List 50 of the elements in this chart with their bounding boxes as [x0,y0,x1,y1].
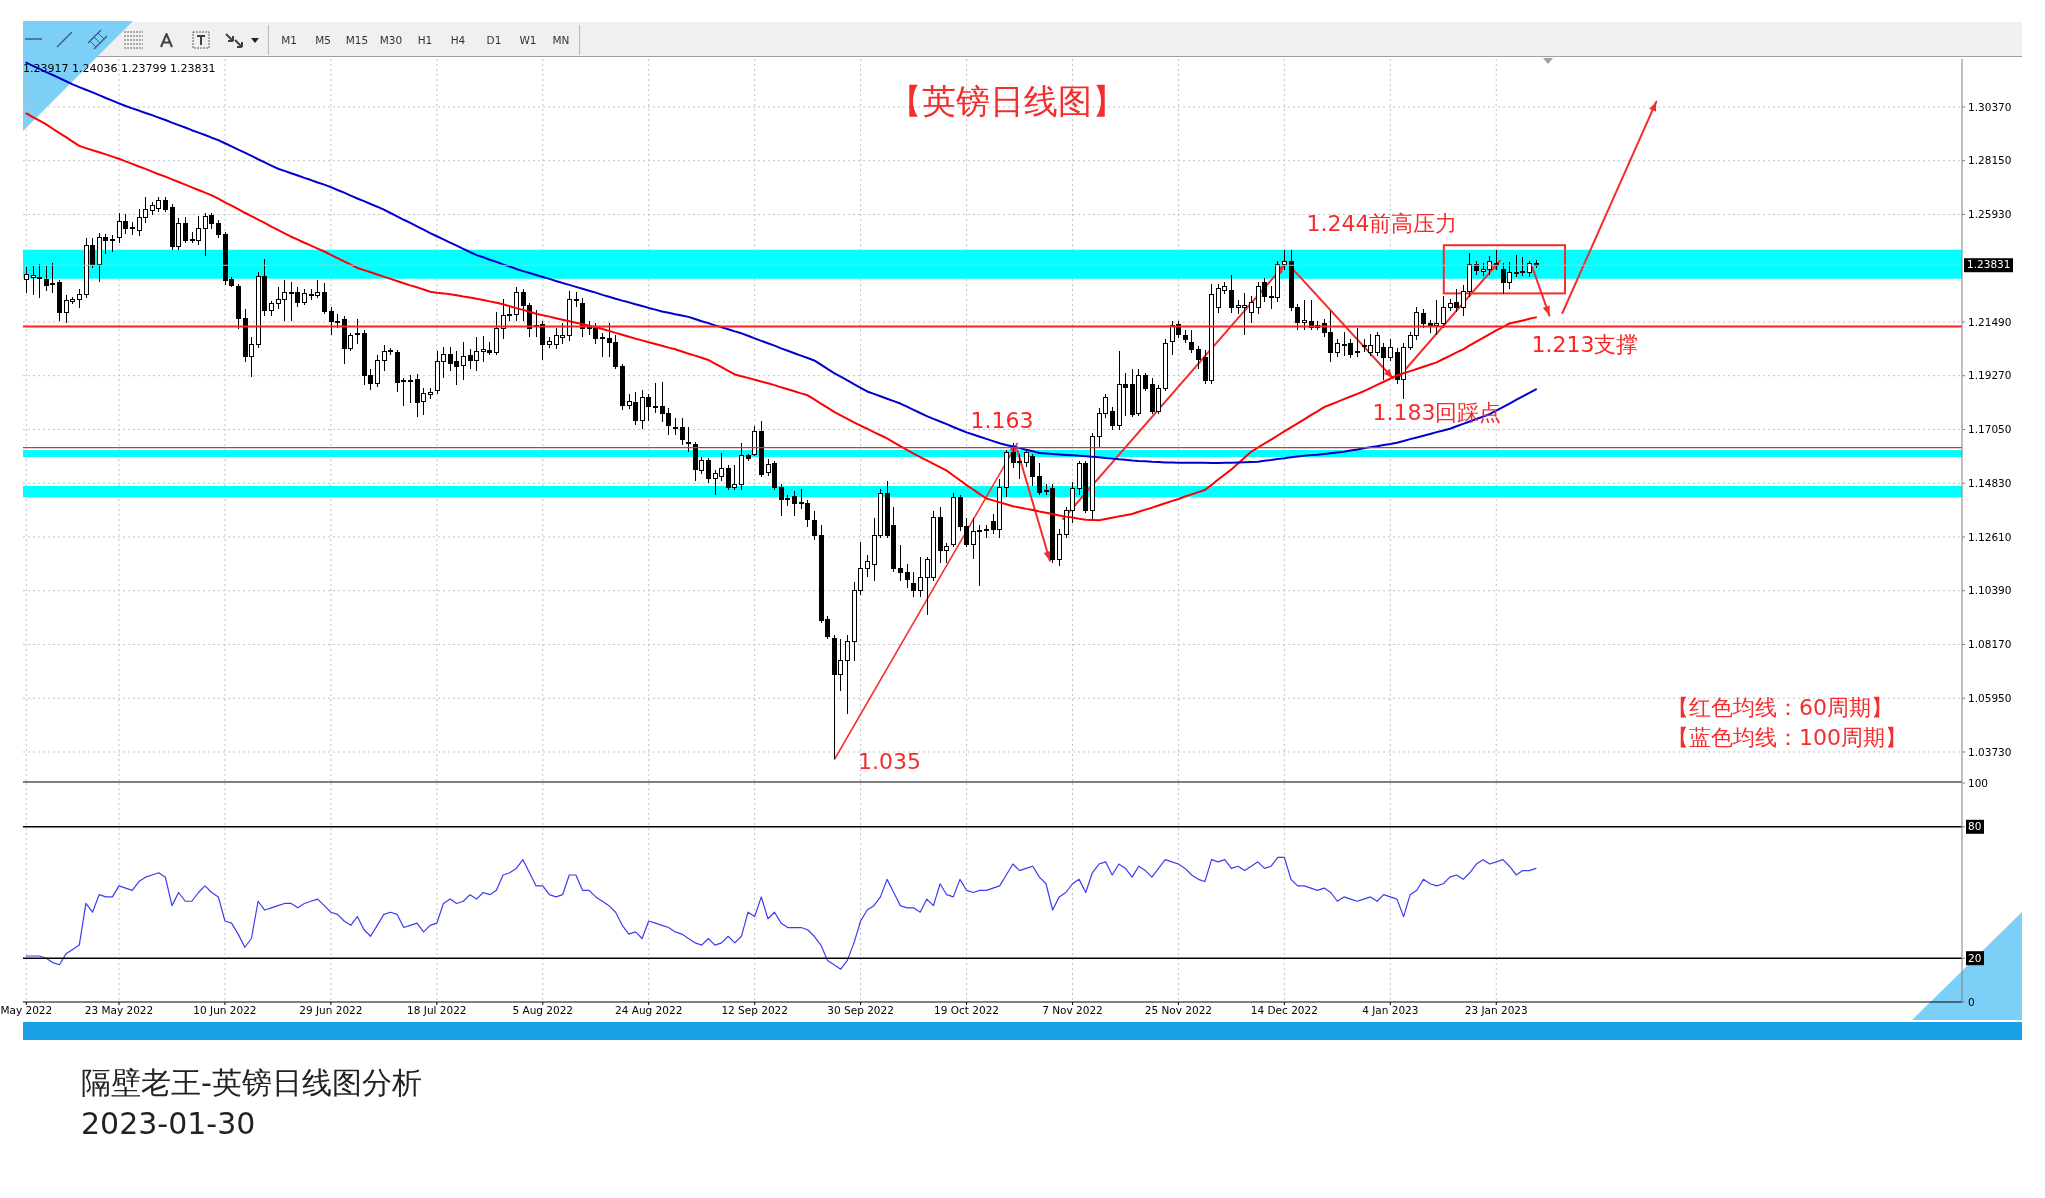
text: D1 [486,33,502,47]
x-tick-label: 18 Jul 2022 [407,1004,467,1017]
y-tick-label: 80 [1968,820,1982,833]
y-tick-label: 1.21490 [1968,315,2012,328]
annotation: 1.035 [858,749,921,775]
y-tick-label: 1.28150 [1968,154,2012,167]
y-tick-label: 1.12610 [1968,530,2012,543]
text: M5 [315,33,331,47]
text: M30 [379,33,403,47]
text: H4 [450,33,466,47]
y-tick-label: 1.05950 [1968,691,2012,704]
y-tick-label: 100 [1968,776,1989,789]
y-tick-label: 0 [1968,995,1975,1008]
x-tick-label: 29 Jun 2022 [299,1004,363,1017]
ref-line-label: 1.23831 [1964,258,2014,273]
y-tick-label: 1.10390 [1968,584,2012,597]
band-label: 1.244前高压力 [1306,211,1458,237]
x-tick-label: 5 Aug 2022 [512,1004,574,1017]
x-tick-label: 23 May 2022 [84,1004,154,1017]
y-tick-label: 20 [1968,951,1982,964]
text: 【红色均线：60周期】 [1667,695,1893,721]
x-tick-label: 25 Nov 2022 [1144,1004,1213,1017]
x-tick-label: 10 Jun 2022 [193,1004,257,1017]
text: 隔壁老王-英镑日线图分析 [81,1064,422,1101]
text: 2023-01-30 [81,1105,256,1142]
x-tick-label: 14 Dec 2022 [1250,1004,1318,1017]
x-tick-label: 4 Jan 2023 [1362,1004,1419,1017]
x-tick-label: May 2022 [0,1004,53,1017]
x-tick-label: 23 Jan 2023 [1464,1004,1528,1017]
x-tick-label: 12 Sep 2022 [721,1004,788,1017]
y-tick-label: 1.03730 [1968,745,2012,758]
y-tick-label: 1.30370 [1968,100,2012,113]
text: W1 [519,33,537,47]
x-tick-label: 30 Sep 2022 [827,1004,894,1017]
y-tick-label: 1.14830 [1968,476,2012,489]
y-tick-label: 1.19270 [1968,369,2012,382]
text: H1 [417,33,433,47]
y-tick-label: 1.25930 [1968,208,2012,221]
y-tick-label: 1.08170 [1968,638,2012,651]
ref-line-label: 1.163 [970,407,1034,434]
x-tick-label: 7 Nov 2022 [1042,1004,1103,1017]
text: MN [552,33,570,47]
y-tick-label: 1.17050 [1968,423,2012,436]
text: M1 [281,33,297,47]
text: M15 [345,33,369,47]
ref-line-label: 1.213支撑 [1531,331,1639,358]
text: 【英镑日线图】 [888,81,1126,122]
x-tick-label: 24 Aug 2022 [615,1004,683,1017]
x-tick-label: 19 Oct 2022 [934,1004,1000,1017]
text: 【蓝色均线：100周期】 [1667,725,1907,751]
